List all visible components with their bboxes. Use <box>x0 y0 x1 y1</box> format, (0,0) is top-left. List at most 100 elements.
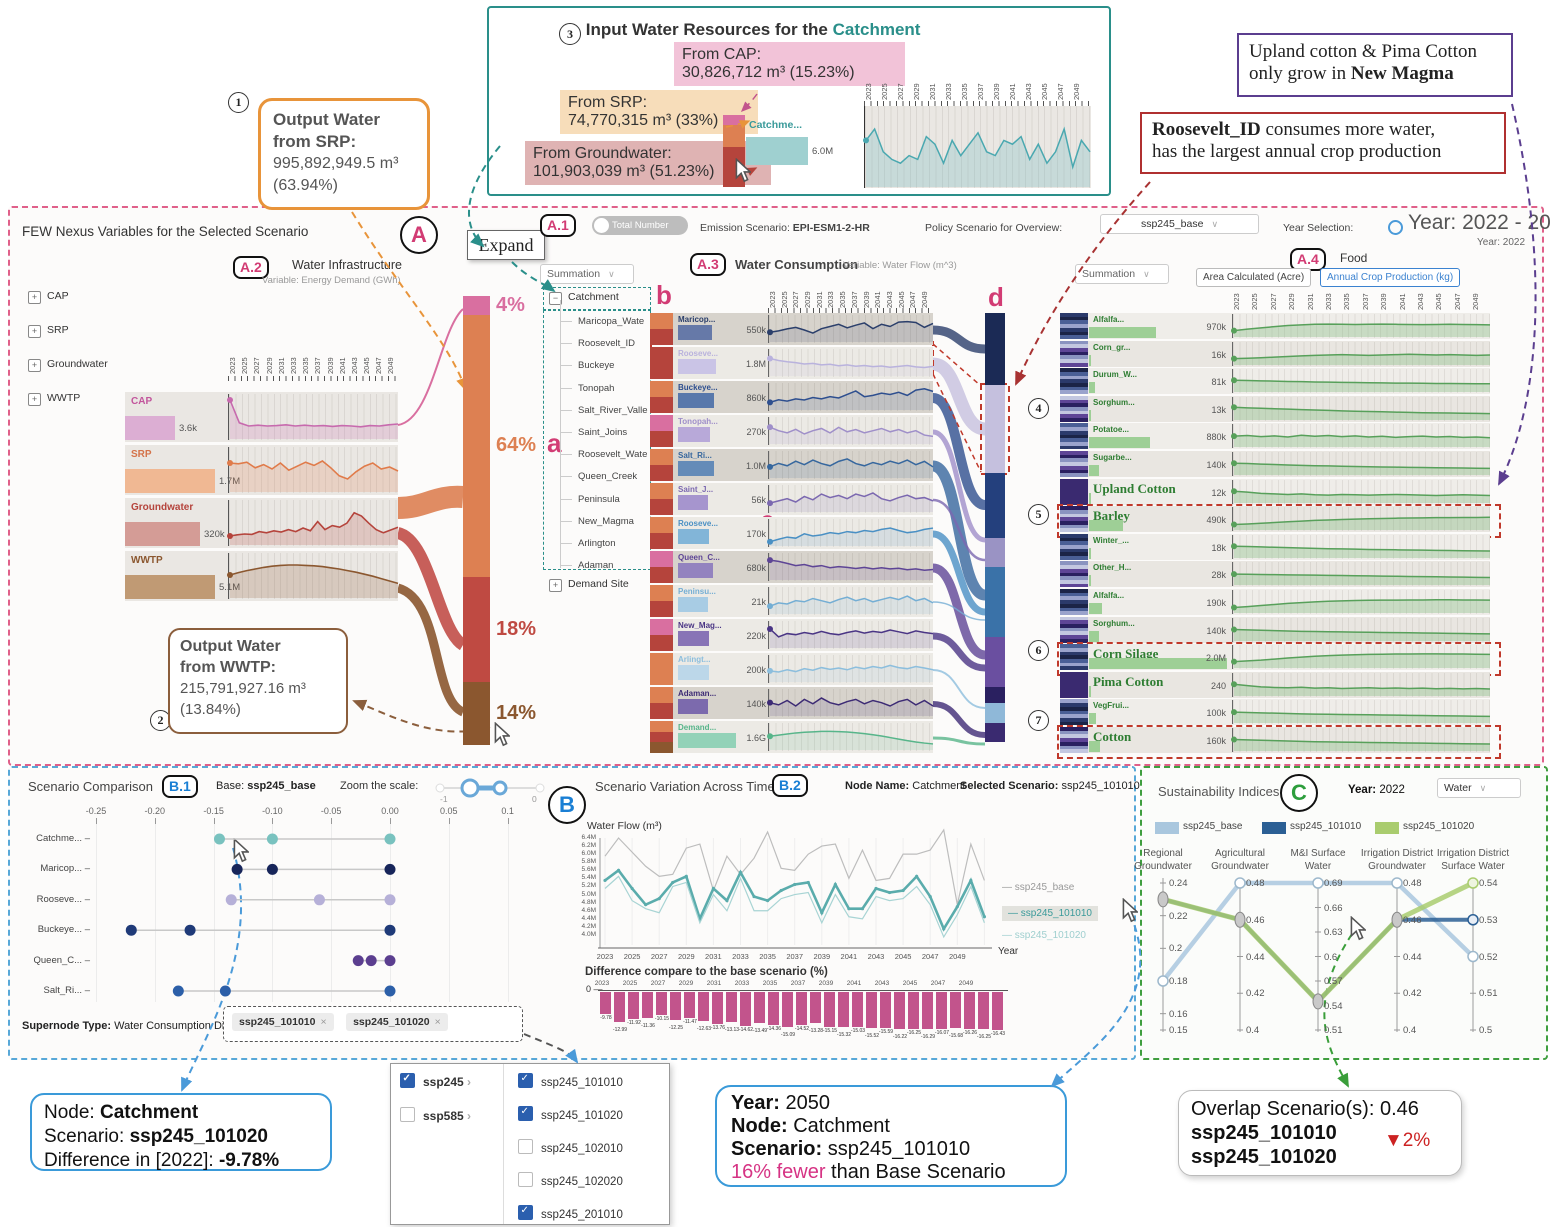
a2-row-bar[interactable] <box>125 416 175 440</box>
a4-row-chart[interactable] <box>1231 534 1491 559</box>
b1-dot[interactable] <box>125 924 137 936</box>
a3-row-bar[interactable] <box>678 461 714 476</box>
a3-row-chart[interactable] <box>767 315 934 343</box>
a4-row-Barley[interactable] <box>1060 506 1490 533</box>
tag-ssp245-101010[interactable]: ssp245_101010 × <box>232 1013 334 1031</box>
b2-diff-bar[interactable] <box>768 992 779 1026</box>
expand-icon[interactable]: + <box>28 393 41 406</box>
b2-diff-bar[interactable] <box>754 992 765 1024</box>
a4-row-bar[interactable] <box>1089 741 1100 752</box>
checkbox[interactable] <box>518 1139 533 1154</box>
b1-dot[interactable] <box>384 863 396 875</box>
a3-tree-item-roosevelt_id[interactable]: Roosevelt_ID <box>578 338 636 350</box>
menu-item-ssp245_101010[interactable]: ssp245_101010 <box>518 1073 623 1089</box>
a3-row-bar[interactable] <box>678 665 709 680</box>
b1-dot[interactable] <box>365 955 377 967</box>
a4-row-chart[interactable] <box>1231 617 1491 642</box>
b2-diff-bar[interactable] <box>642 992 653 1019</box>
b2-diff-bar[interactable] <box>936 992 947 1029</box>
a3-demand-site[interactable]: + Demand Site <box>549 578 629 592</box>
checkbox[interactable] <box>518 1172 533 1187</box>
a4-row-bar[interactable] <box>1089 520 1123 532</box>
a3-row-bar[interactable] <box>678 325 712 340</box>
close-icon[interactable]: × <box>434 1016 441 1028</box>
a4-row-bar[interactable] <box>1089 685 1091 697</box>
a3-row-chart[interactable] <box>767 383 934 411</box>
mini-bar-srp-segment[interactable] <box>723 125 745 147</box>
mini-chart-area[interactable] <box>863 106 1091 188</box>
d-bar-segment-1[interactable] <box>985 385 1005 473</box>
a2-stack-segment-4%[interactable] <box>463 296 490 315</box>
a3-row-bar[interactable] <box>678 393 714 408</box>
a3-tree-item-new_magma[interactable]: New_Magma <box>578 515 634 527</box>
a4-row-VegFrui[interactable] <box>1060 699 1490 726</box>
a4-row-chart[interactable] <box>1231 700 1491 725</box>
a2-row-bar[interactable] <box>125 575 215 599</box>
b2-legend-ssp245_base[interactable]: — ssp245_base <box>1002 882 1075 893</box>
tag-ssp245-101020[interactable]: ssp245_101020 × <box>346 1013 448 1031</box>
a4-row-Alfalfa[interactable] <box>1060 589 1490 615</box>
d-bar-segment-0[interactable] <box>985 313 1005 385</box>
a3-row-chart[interactable] <box>767 451 934 479</box>
a3-row-bar[interactable] <box>678 495 708 510</box>
a3-tree-item-peninsula[interactable]: Peninsula <box>578 493 620 505</box>
a2-row-bar[interactable] <box>125 522 200 546</box>
a3-row-bar[interactable] <box>678 733 736 748</box>
a2-tree-item-wwtp[interactable]: + WWTP <box>28 392 80 406</box>
d-bar-segment-5[interactable] <box>985 637 1005 687</box>
a2-row-chart[interactable] <box>227 394 399 440</box>
a3-row-chart[interactable] <box>767 689 934 717</box>
a4-row-chart[interactable] <box>1231 590 1491 614</box>
b2-diff-bar[interactable] <box>978 992 989 1030</box>
a2-stack-segment-64%[interactable] <box>463 315 490 577</box>
a3-tree-root[interactable]: − Catchment <box>549 291 619 305</box>
d-bar-segment-3[interactable] <box>985 538 1005 567</box>
a4-row-bar[interactable] <box>1089 437 1150 449</box>
a4-row-chart[interactable] <box>1231 728 1491 752</box>
d-bar-segment-7[interactable] <box>985 703 1005 723</box>
expand-icon[interactable]: + <box>28 325 41 338</box>
a4-row-chart[interactable] <box>1231 341 1491 366</box>
close-icon[interactable]: × <box>320 1016 327 1028</box>
b2-diff-bar[interactable] <box>964 992 975 1030</box>
tab-annual-crop-production[interactable]: Annual Crop Production (kg) <box>1320 268 1461 287</box>
a4-row-chart[interactable] <box>1231 645 1491 670</box>
a3-row-bar[interactable] <box>678 563 713 578</box>
a4-row-chart[interactable] <box>1231 507 1491 532</box>
b1-dot[interactable] <box>352 955 364 967</box>
a4-row-chart[interactable] <box>1231 314 1491 338</box>
a2-row-chart[interactable] <box>227 447 399 493</box>
a3-tree-item-queen_creek[interactable]: Queen_Creek <box>578 471 638 483</box>
checkbox[interactable] <box>518 1073 533 1088</box>
a4-row-bar[interactable] <box>1089 409 1091 421</box>
a4-row-chart[interactable] <box>1231 562 1491 587</box>
a3-row-bar[interactable] <box>678 427 710 442</box>
a3-tree-item-adaman[interactable]: Adaman <box>578 560 614 572</box>
b1-dot[interactable] <box>172 985 184 997</box>
a3-row-bar[interactable] <box>678 699 708 714</box>
b1-dot[interactable] <box>384 894 396 906</box>
b1-dot[interactable] <box>384 833 396 845</box>
checkbox[interactable] <box>518 1205 533 1220</box>
a4-row-bar[interactable] <box>1089 603 1102 614</box>
a2-tree-item-groundwater[interactable]: + Groundwater <box>28 358 108 372</box>
a4-row-bar[interactable] <box>1089 575 1091 587</box>
b2-diff-bar[interactable] <box>698 992 709 1022</box>
a3-row-chart[interactable] <box>767 621 934 649</box>
checkbox[interactable] <box>400 1107 415 1122</box>
b2-diff-bar[interactable] <box>992 992 1003 1030</box>
a3-tree-item-saint_joins[interactable]: Saint_Joins <box>578 427 628 438</box>
b1-scenario-tags[interactable]: ssp245_101010 × ssp245_101020 × <box>223 1006 523 1042</box>
b2-diff-bar[interactable] <box>894 992 905 1030</box>
a3-tree-item-maricopa_wate[interactable]: Maricopa_Wate <box>578 316 645 327</box>
a3-row-chart[interactable] <box>767 349 934 377</box>
a4-row-chart[interactable] <box>1231 452 1491 476</box>
b2-diff-bar[interactable] <box>824 992 835 1027</box>
a3-tree-item-salt_river_valle[interactable]: Salt_River_Valle <box>578 404 648 416</box>
a4-row-bar[interactable] <box>1089 547 1091 559</box>
a2-row-chart[interactable] <box>227 553 399 599</box>
a3-row-chart[interactable] <box>767 655 934 683</box>
mini-node-bar[interactable] <box>746 137 808 165</box>
b2-diff-bar[interactable] <box>866 992 877 1028</box>
menu-item-ssp245_102010[interactable]: ssp245_102010 <box>518 1139 623 1155</box>
